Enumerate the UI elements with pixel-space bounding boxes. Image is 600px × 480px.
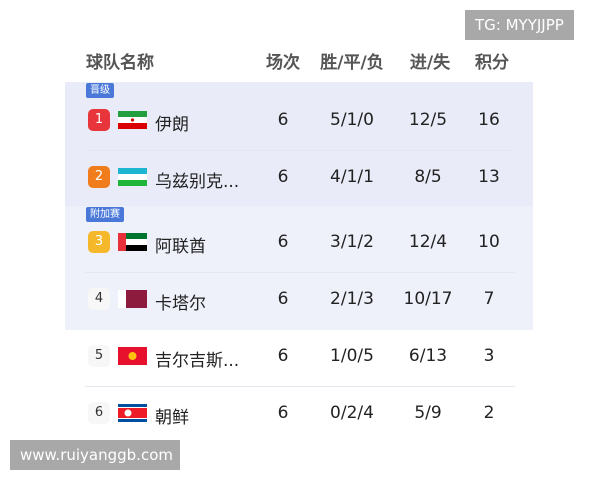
goals: 10/17 [403,289,453,309]
wdl: 0/2/4 [330,403,374,423]
wdl: 2/1/3 [330,289,374,309]
points: 2 [483,403,495,423]
header-points: 积分 [475,53,509,73]
qualified-tag: 晋级 [86,83,114,98]
wdl: 1/0/5 [330,346,374,366]
points: 3 [483,346,495,366]
playoff-tag: 附加赛 [86,207,124,222]
goals: 8/5 [414,167,442,187]
rank-badge: 2 [88,166,110,188]
points: 10 [478,232,500,252]
divider [85,150,515,151]
table-row[interactable]: 4 卡塔尔 6 2/1/3 10/17 7 [0,284,600,314]
played: 6 [277,232,289,252]
points: 13 [478,167,500,187]
wdl: 4/1/1 [330,167,374,187]
wdl: 3/1/2 [330,232,374,252]
playoff-zone [65,206,533,330]
rank-badge: 6 [88,402,110,424]
header-team: 球队名称 [86,53,154,73]
goals: 12/5 [408,110,448,130]
header-played: 场次 [266,53,300,73]
flag-icon [118,404,147,422]
goals: 6/13 [408,346,448,366]
played: 6 [277,403,289,423]
rank-badge: 3 [88,231,110,253]
played: 6 [277,110,289,130]
goals: 5/9 [414,403,442,423]
goals: 12/4 [408,232,448,252]
flag-icon [118,168,147,186]
table-header: 球队名称 场次 胜/平/负 进/失 积分 [0,44,600,73]
team-name: 阿联酋 [155,237,206,257]
table-row[interactable]: 6 朝鲜 6 0/2/4 5/9 2 [0,398,600,428]
table-row[interactable]: 1 伊朗 6 5/1/0 12/5 16 [0,105,600,135]
points: 7 [483,289,495,309]
divider [85,386,515,387]
table-row[interactable]: 2 乌兹别克... 6 4/1/1 8/5 13 [0,162,600,192]
divider [85,272,515,273]
flag-icon [118,347,147,365]
rank-badge: 4 [88,288,110,310]
played: 6 [277,167,289,187]
rank-badge: 1 [88,109,110,131]
flag-icon [118,290,147,308]
header-wdl: 胜/平/负 [320,53,384,73]
flag-icon [118,233,147,251]
table-row[interactable]: 3 阿联酋 6 3/1/2 12/4 10 [0,227,600,257]
header-goals: 进/失 [409,53,451,73]
wdl: 5/1/0 [330,110,374,130]
team-name: 朝鲜 [155,408,189,428]
tg-watermark: TG: MYYJJPP [465,10,574,40]
team-name: 吉尔吉斯... [155,351,240,371]
played: 6 [277,289,289,309]
team-name: 乌兹别克... [155,172,240,192]
rank-badge: 5 [88,345,110,367]
site-watermark: www.ruiyanggb.com [10,440,180,470]
table-row[interactable]: 5 吉尔吉斯... 6 1/0/5 6/13 3 [0,341,600,371]
team-name: 卡塔尔 [155,294,206,314]
team-name: 伊朗 [155,115,189,135]
played: 6 [277,346,289,366]
points: 16 [478,110,500,130]
flag-icon [118,111,147,129]
